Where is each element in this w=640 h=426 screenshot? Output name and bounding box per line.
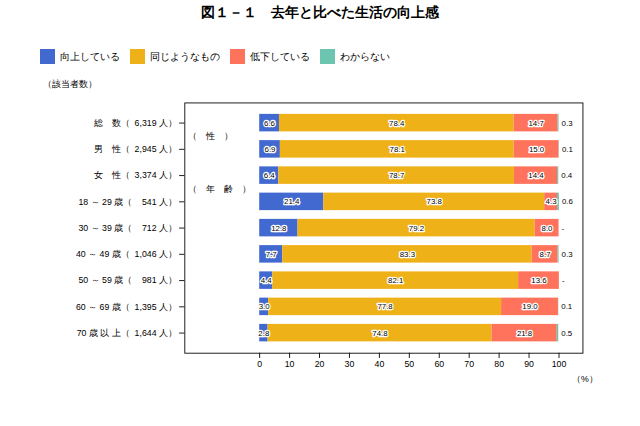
svg-text:82.1: 82.1 <box>388 276 403 285</box>
svg-text:30 ～ 39 歳（ 712 人）: 30 ～ 39 歳（ 712 人） <box>78 223 177 233</box>
svg-text:50: 50 <box>404 359 414 369</box>
svg-text:0: 0 <box>257 359 262 369</box>
html-text:同じようなもの: 同じようなもの <box>150 49 220 63</box>
svg-text:74.8: 74.8 <box>372 329 388 338</box>
svg-text:40: 40 <box>375 359 385 369</box>
svg-text:（%）: （%） <box>572 374 598 384</box>
svg-text:50 ～ 59 歳（ 981 人）: 50 ～ 59 歳（ 981 人） <box>78 275 177 285</box>
svg-text:総 数（ 6,319 人）: 総 数（ 6,319 人） <box>93 118 177 128</box>
svg-text:78.4: 78.4 <box>389 119 405 128</box>
svg-text:79.2: 79.2 <box>409 224 424 233</box>
svg-text:0.5: 0.5 <box>561 329 573 338</box>
svg-text:7.7: 7.7 <box>266 250 277 259</box>
svg-text:90: 90 <box>524 359 534 369</box>
svg-text:83.3: 83.3 <box>400 250 416 259</box>
svg-text:21.8: 21.8 <box>517 329 533 338</box>
svg-text:21.4: 21.4 <box>284 197 300 206</box>
svg-text:78.7: 78.7 <box>389 171 404 180</box>
svg-text:4.3: 4.3 <box>546 197 558 206</box>
svg-text:女 性（ 3,374 人）: 女 性（ 3,374 人） <box>94 170 177 180</box>
svg-text:12.8: 12.8 <box>271 224 287 233</box>
svg-text:14.4: 14.4 <box>528 171 544 180</box>
svg-text:80: 80 <box>494 359 504 369</box>
svg-text:60 ～ 69 歳（ 1,395 人）: 60 ～ 69 歳（ 1,395 人） <box>76 302 177 312</box>
svg-text:0.1: 0.1 <box>561 302 572 311</box>
html-text:低下している: 低下している <box>250 49 310 63</box>
svg-text:70: 70 <box>464 359 474 369</box>
svg-text:8.7: 8.7 <box>540 250 551 259</box>
svg-text:男 性（ 2,945 人）: 男 性（ 2,945 人） <box>94 144 177 154</box>
svg-text:4.4: 4.4 <box>261 276 273 285</box>
svg-text:100: 100 <box>552 359 567 369</box>
svg-text:0.1: 0.1 <box>562 145 573 154</box>
svg-text:3.0: 3.0 <box>259 302 271 311</box>
svg-text:（ 年 齢 ）: （ 年 齢 ） <box>188 183 251 193</box>
svg-text:18 ～ 29 歳（ 541 人）: 18 ～ 29 歳（ 541 人） <box>78 197 177 207</box>
svg-text:0.6: 0.6 <box>562 197 574 206</box>
svg-text:77.8: 77.8 <box>377 302 393 311</box>
svg-text:10: 10 <box>285 359 295 369</box>
svg-text:19.0: 19.0 <box>522 302 538 311</box>
svg-text:73.8: 73.8 <box>427 197 443 206</box>
svg-text:（ 性 ）: （ 性 ） <box>188 131 233 141</box>
svg-text:20: 20 <box>315 359 325 369</box>
svg-text:60: 60 <box>434 359 444 369</box>
svg-text:30: 30 <box>345 359 355 369</box>
svg-text:6.9: 6.9 <box>265 145 276 154</box>
svg-text:8.0: 8.0 <box>542 224 554 233</box>
svg-text:0.3: 0.3 <box>562 119 574 128</box>
svg-text:40 ～ 49 歳（ 1,046 人）: 40 ～ 49 歳（ 1,046 人） <box>76 249 177 259</box>
svg-text:0.4: 0.4 <box>561 171 573 180</box>
svg-text:14.7: 14.7 <box>528 119 543 128</box>
svg-text:6.4: 6.4 <box>264 171 276 180</box>
html-text:図１－１ 去年と比べた生活の向上感: 図１－１ 去年と比べた生活の向上感 <box>201 4 439 20</box>
html-text:わからない: わからない <box>340 49 390 63</box>
svg-text:（該当者数）: （該当者数） <box>43 79 97 89</box>
svg-text:6.6: 6.6 <box>264 119 276 128</box>
svg-text:70 歳 以 上（ 1,644 人）: 70 歳 以 上（ 1,644 人） <box>77 328 177 338</box>
svg-text:-: - <box>562 224 565 233</box>
svg-text:13.6: 13.6 <box>531 276 547 285</box>
svg-text:2.8: 2.8 <box>258 329 270 338</box>
svg-text:15.0: 15.0 <box>529 145 545 154</box>
svg-text:78.1: 78.1 <box>390 145 405 154</box>
svg-text:0.3: 0.3 <box>562 250 574 259</box>
svg-text:-: - <box>562 276 565 285</box>
html-text:向上している: 向上している <box>60 49 120 63</box>
